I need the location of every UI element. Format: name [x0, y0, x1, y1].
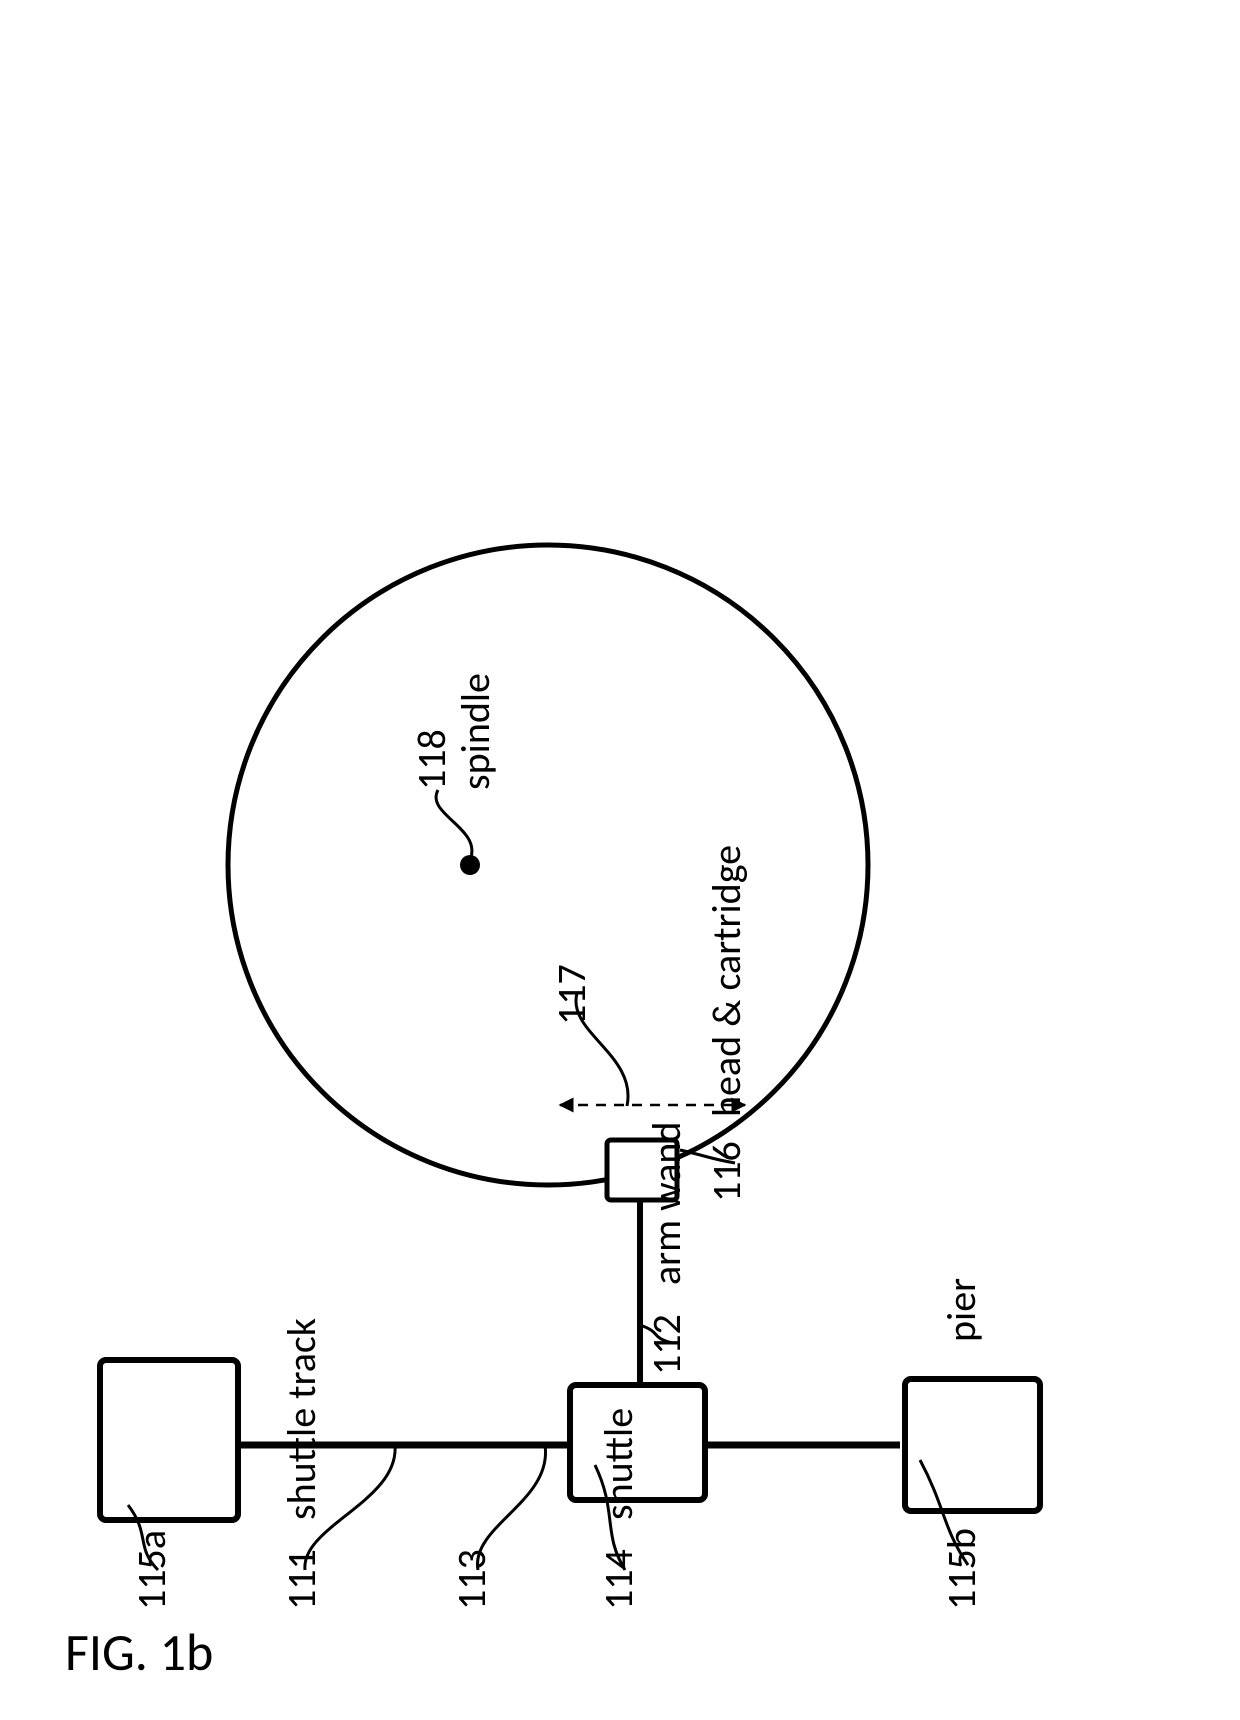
- ref-number: 117: [547, 964, 596, 1025]
- ref-number: 114: [594, 1549, 643, 1610]
- ref-text: arm wand: [642, 1122, 691, 1285]
- ref-text: head & cartridge: [702, 845, 751, 1117]
- ref-number: 115b: [937, 1528, 986, 1610]
- ref-text: shuttle track: [277, 1318, 326, 1520]
- ref-number: 116: [702, 1141, 751, 1202]
- ref-text: shuttle: [594, 1408, 643, 1520]
- lead-line: [436, 790, 472, 860]
- platter-circle: [228, 545, 868, 1185]
- pier-a: [100, 1360, 238, 1520]
- ref-number: 118: [407, 729, 456, 790]
- figure-label: FIG. 1b: [65, 1620, 213, 1684]
- ref-text: pier: [937, 1278, 986, 1342]
- ref-number: 111: [277, 1549, 326, 1610]
- ref-number: 112: [642, 1314, 691, 1375]
- ref-number: 115a: [127, 1530, 176, 1610]
- pier-b: [905, 1379, 1040, 1511]
- ref-number: 113: [447, 1549, 496, 1610]
- ref-text: spindle: [451, 673, 500, 790]
